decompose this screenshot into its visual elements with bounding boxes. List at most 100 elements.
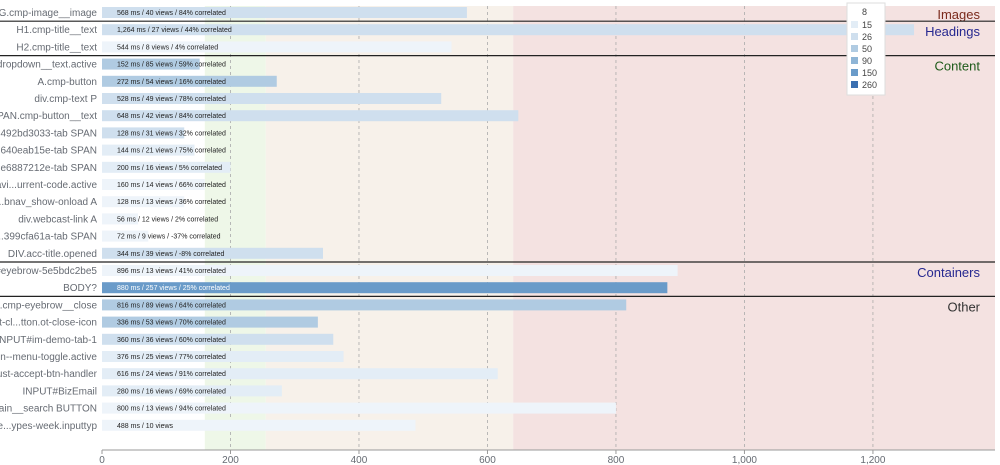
row-label: __main__search BUTTON [0,404,97,415]
background-zone [265,6,514,450]
bar[interactable] [102,368,498,380]
row-label: SPAN.cmp-button__text [0,111,97,122]
legend-swatch [851,69,858,76]
legend-swatch [851,33,858,40]
x-tick-label: 1,200 [860,455,885,465]
bar-value-label: 528 ms / 49 views / 78% correlated [117,96,226,103]
bar-value-label: 896 ms / 13 views / 41% correlated [117,268,226,275]
x-tick-label: 200 [222,455,239,465]
background-zone [204,6,266,450]
bar-value-label: 128 ms / 13 views / 36% correlated [117,199,226,206]
bar[interactable] [102,333,334,345]
bar[interactable] [102,213,138,225]
row-label: 'c...640eab15e-tab SPAN [0,146,97,157]
bar-value-label: 568 ms / 40 views / 84% correlated [117,10,226,17]
bar[interactable] [102,385,282,397]
bar-value-label: 800 ms / 13 views / 94% correlated [117,406,226,413]
legend-entry-label: 150 [862,68,877,78]
bar[interactable] [102,110,519,122]
group-label: Content [934,59,980,74]
legend-swatch [851,57,858,64]
bar-value-label: 544 ms / 8 views / 4% correlated [117,44,218,51]
x-tick-label: 400 [351,455,368,465]
bar-value-label: 616 ms / 24 views / 91% correlated [117,371,226,378]
group-label: Other [947,299,980,314]
bar[interactable] [102,351,344,362]
legend-swatch [851,45,858,52]
row-label: H2.cmp-title__text [16,42,97,53]
bar[interactable] [102,161,231,173]
row-label: etrust-accept-btn-handler [0,369,98,380]
bar[interactable] [102,299,627,311]
row-label: H1.cmp-title__text [16,25,97,36]
legend-swatch [851,81,858,88]
legend-entry-label: 260 [862,80,877,90]
bar-value-label: 376 ms / 25 views / 77% correlated [117,354,226,361]
bar[interactable] [102,127,185,139]
bar-value-label: 160 ms / 14 views / 66% correlated [117,182,226,189]
bar-value-label: 272 ms / 54 views / 16% correlated [117,79,226,86]
bar[interactable] [102,41,452,53]
bar-value-label: 648 ms / 42 views / 84% correlated [117,113,226,120]
legend-swatch [851,21,858,28]
bar-value-label: 1,264 ms / 27 views / 44% correlated [117,27,232,34]
bar[interactable] [102,7,467,18]
row-label: A.cmp-button [38,77,97,88]
row-label: IMG.cmp-image__image [0,8,97,19]
row-label: c...e6887212e-tab SPAN [0,163,97,174]
bar-value-label: 128 ms / 31 views / 32% correlated [117,130,226,137]
group-label: Images [937,7,980,22]
x-tick-label: 0 [99,455,105,465]
row-label: rust-cl...tton.ot-close-icon [0,318,97,329]
row-label: s-se...ypes-week.inputtyp [0,421,97,432]
row-label: INPUT#im-demo-tab-1 [0,335,97,346]
bar[interactable] [102,247,324,259]
background-zone [513,6,995,450]
bar[interactable] [102,75,277,87]
x-tick-label: 800 [608,455,625,465]
bar[interactable] [102,58,200,70]
bar[interactable] [102,419,416,431]
x-tick-label: 1,000 [732,455,757,465]
row-label: V#eyebrow-5e5bdc2be5 [0,266,97,277]
bar[interactable] [102,179,205,190]
bar[interactable] [102,24,915,36]
row-label: ON.cmp-eyebrow__close [0,300,97,311]
legend-entry-label: 15 [862,20,872,30]
legend-entry-label: 90 [862,56,872,66]
bar[interactable] [102,282,668,294]
legend-entry-label: 26 [862,32,872,42]
row-label: div.webcast-link A [18,214,97,225]
bar-value-label: 336 ms / 53 views / 70% correlated [117,320,226,327]
group-label: Headings [925,24,980,39]
bar[interactable] [102,402,616,414]
bar-value-label: 344 ms / 39 views / -8% correlated [117,251,224,258]
bar[interactable] [102,93,442,104]
bar-value-label: 488 ms / 10 views [117,423,174,430]
row-label: avi...bnav_show-onload A [0,197,97,208]
bar[interactable] [102,230,149,242]
bar-value-label: 360 ms / 36 views / 60% correlated [117,337,226,344]
row-label: c...492bd3033-tab SPAN [0,128,97,139]
group-label: Containers [917,265,980,280]
background-zone [102,6,205,450]
row-label: enavi...urrent-code.active [0,180,97,191]
row-label: div.cmp-text P [34,94,97,105]
bar-value-label: 200 ms / 16 views / 5% correlated [117,165,222,172]
row-label: INPUT#BizEmail [23,386,97,397]
bar[interactable] [102,144,195,156]
row-label: BODY? [63,283,97,294]
bar[interactable] [102,265,678,276]
bar-value-label: 144 ms / 21 views / 75% correlated [117,148,226,155]
bar[interactable] [102,196,185,208]
bar[interactable] [102,316,318,328]
bar-value-label: 816 ms / 89 views / 64% correlated [117,302,226,309]
bar-value-label: 152 ms / 85 views / 59% correlated [117,62,226,69]
bar-value-label: 72 ms / 9 views / -37% correlated [117,234,221,241]
bar-value-label: 280 ms / 16 views / 69% correlated [117,388,226,395]
legend-entry-label: 50 [862,44,872,54]
row-label: fc...399cfa61a-tab SPAN [0,232,97,243]
